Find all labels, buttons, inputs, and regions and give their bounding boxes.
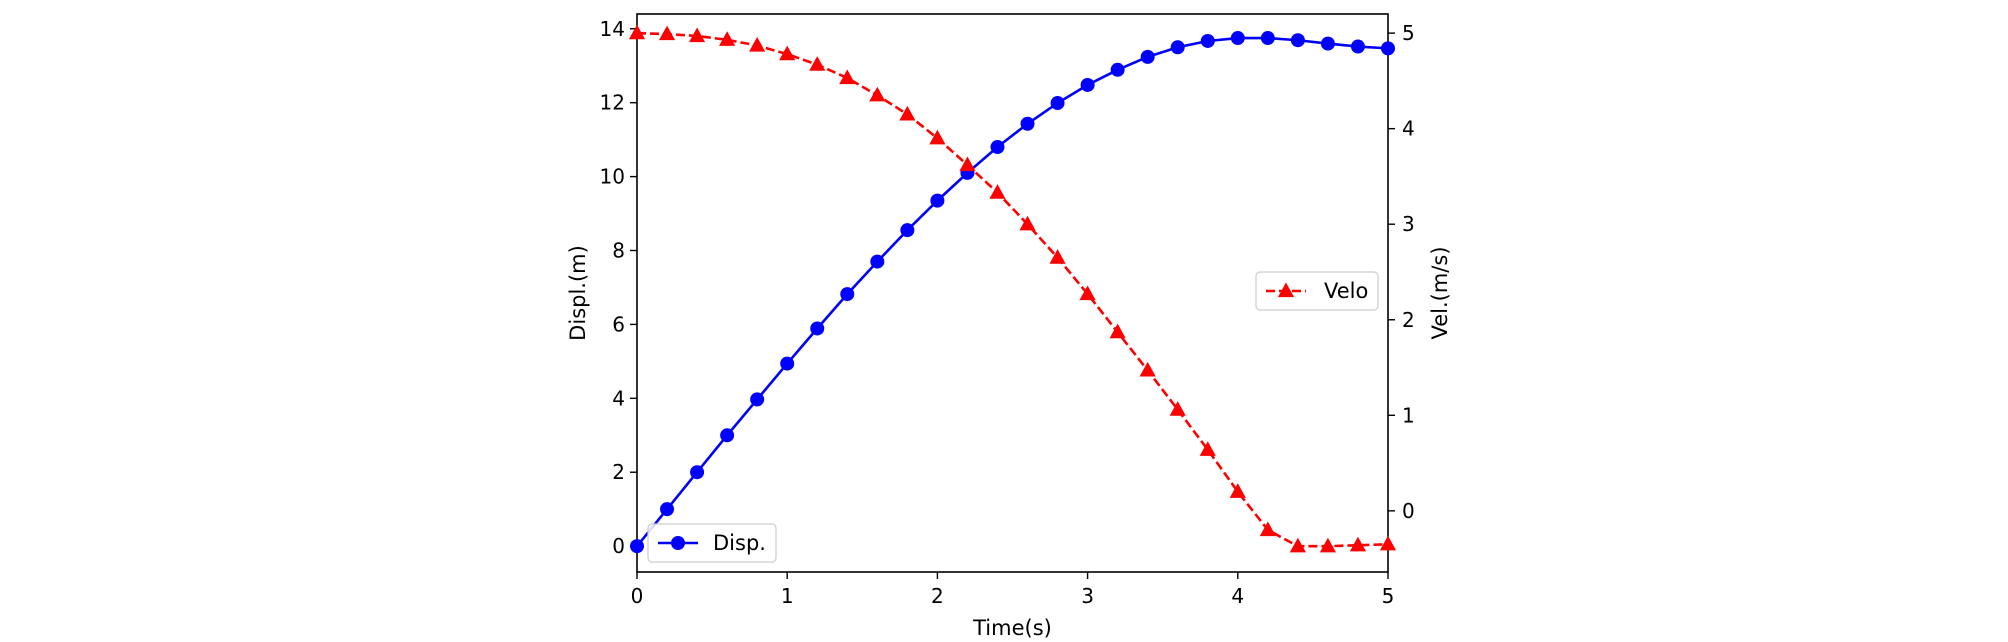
right-y-tick-label: 1: [1402, 403, 1415, 427]
data-point: [720, 428, 735, 443]
legend-velocity: Velo: [1255, 271, 1379, 311]
data-point: [810, 321, 825, 336]
data-point: [1320, 36, 1335, 51]
legend-label: Disp.: [713, 531, 766, 555]
data-point: [1379, 535, 1397, 551]
data-point: [1319, 537, 1336, 553]
data-point: [779, 45, 796, 61]
legend-box: [647, 523, 777, 563]
data-point: [1170, 40, 1185, 55]
series-disp: [630, 31, 1395, 554]
data-point: [840, 287, 855, 302]
data-point: [1289, 537, 1306, 553]
legend-label: Velo: [1324, 279, 1368, 303]
data-point: [1109, 323, 1126, 339]
data-point: [1080, 77, 1095, 92]
data-point: [780, 356, 795, 371]
right-y-tick-label: 0: [1402, 499, 1415, 523]
data-point: [1019, 215, 1036, 231]
left-y-axis-ticks: 0 2 4 6 8 10 12 14: [600, 17, 637, 558]
data-point: [1199, 441, 1216, 456]
left-y-axis-title: Displ.(m): [566, 245, 590, 341]
data-point: [1049, 249, 1066, 264]
data-point: [1110, 62, 1125, 77]
data-point: [1350, 39, 1365, 54]
data-point: [749, 37, 766, 52]
data-point: [899, 105, 916, 121]
data-point: [1079, 285, 1096, 301]
x-tick-label: 1: [781, 584, 794, 608]
data-point: [990, 140, 1005, 155]
left-y-tick-label: 0: [612, 534, 625, 558]
data-point: [1229, 483, 1246, 498]
data-point: [1381, 41, 1395, 56]
right-y-tick-label: 4: [1402, 117, 1415, 141]
right-y-tick-label: 2: [1402, 308, 1415, 332]
data-point: [660, 502, 675, 517]
left-y-tick-label: 6: [612, 312, 625, 336]
data-point: [1259, 521, 1276, 537]
data-point: [630, 539, 644, 554]
data-point: [1169, 401, 1186, 416]
data-point: [869, 86, 886, 102]
data-point: [1349, 536, 1367, 552]
legend-circle-marker: [671, 536, 685, 550]
right-y-tick-label: 3: [1402, 212, 1415, 236]
left-y-tick-label: 10: [600, 165, 625, 189]
data-point: [719, 31, 736, 46]
left-y-tick-label: 12: [600, 91, 625, 115]
data-point: [1290, 33, 1305, 48]
series-layer: [628, 24, 1397, 554]
data-point: [1230, 31, 1245, 46]
x-tick-label: 2: [931, 584, 944, 608]
data-point: [690, 465, 705, 480]
data-point: [900, 223, 915, 238]
data-point: [628, 24, 646, 40]
data-point: [959, 156, 976, 172]
series-velo: [628, 24, 1397, 553]
x-tick-label: 0: [631, 584, 644, 608]
plot-border: [636, 13, 1389, 573]
legend-triangle-marker: [1277, 282, 1295, 298]
data-point: [839, 69, 856, 85]
data-point: [1140, 49, 1155, 64]
x-axis-title: Time(s): [972, 616, 1052, 640]
legend-box: [1255, 271, 1379, 311]
data-point: [658, 25, 676, 41]
data-point: [1050, 96, 1065, 111]
data-point: [1139, 361, 1156, 377]
x-tick-label: 5: [1382, 584, 1395, 608]
right-y-axis-title: Vel.(m/s): [1428, 246, 1452, 339]
left-y-tick-label: 2: [612, 460, 625, 484]
left-y-tick-label: 8: [612, 239, 625, 263]
data-point: [1020, 116, 1035, 131]
x-tick-label: 4: [1231, 584, 1244, 608]
x-axis-ticks: 0 1 2 3 4 5: [631, 572, 1395, 608]
data-point: [930, 193, 945, 208]
left-y-tick-label: 14: [600, 17, 625, 41]
data-point: [750, 392, 765, 407]
data-point: [689, 27, 706, 43]
plot-frame: [636, 13, 1389, 573]
x-tick-label: 3: [1081, 584, 1094, 608]
data-point: [809, 56, 826, 71]
legend-displacement: Disp.: [647, 523, 777, 563]
data-point: [1200, 33, 1215, 48]
data-point: [870, 254, 885, 269]
data-point: [1260, 31, 1275, 46]
right-y-tick-label: 5: [1402, 21, 1415, 45]
right-y-axis-ticks: 0 1 2 3 4 5: [1388, 21, 1415, 523]
data-point: [989, 184, 1006, 199]
left-y-tick-label: 4: [612, 386, 625, 410]
data-point: [929, 129, 946, 145]
